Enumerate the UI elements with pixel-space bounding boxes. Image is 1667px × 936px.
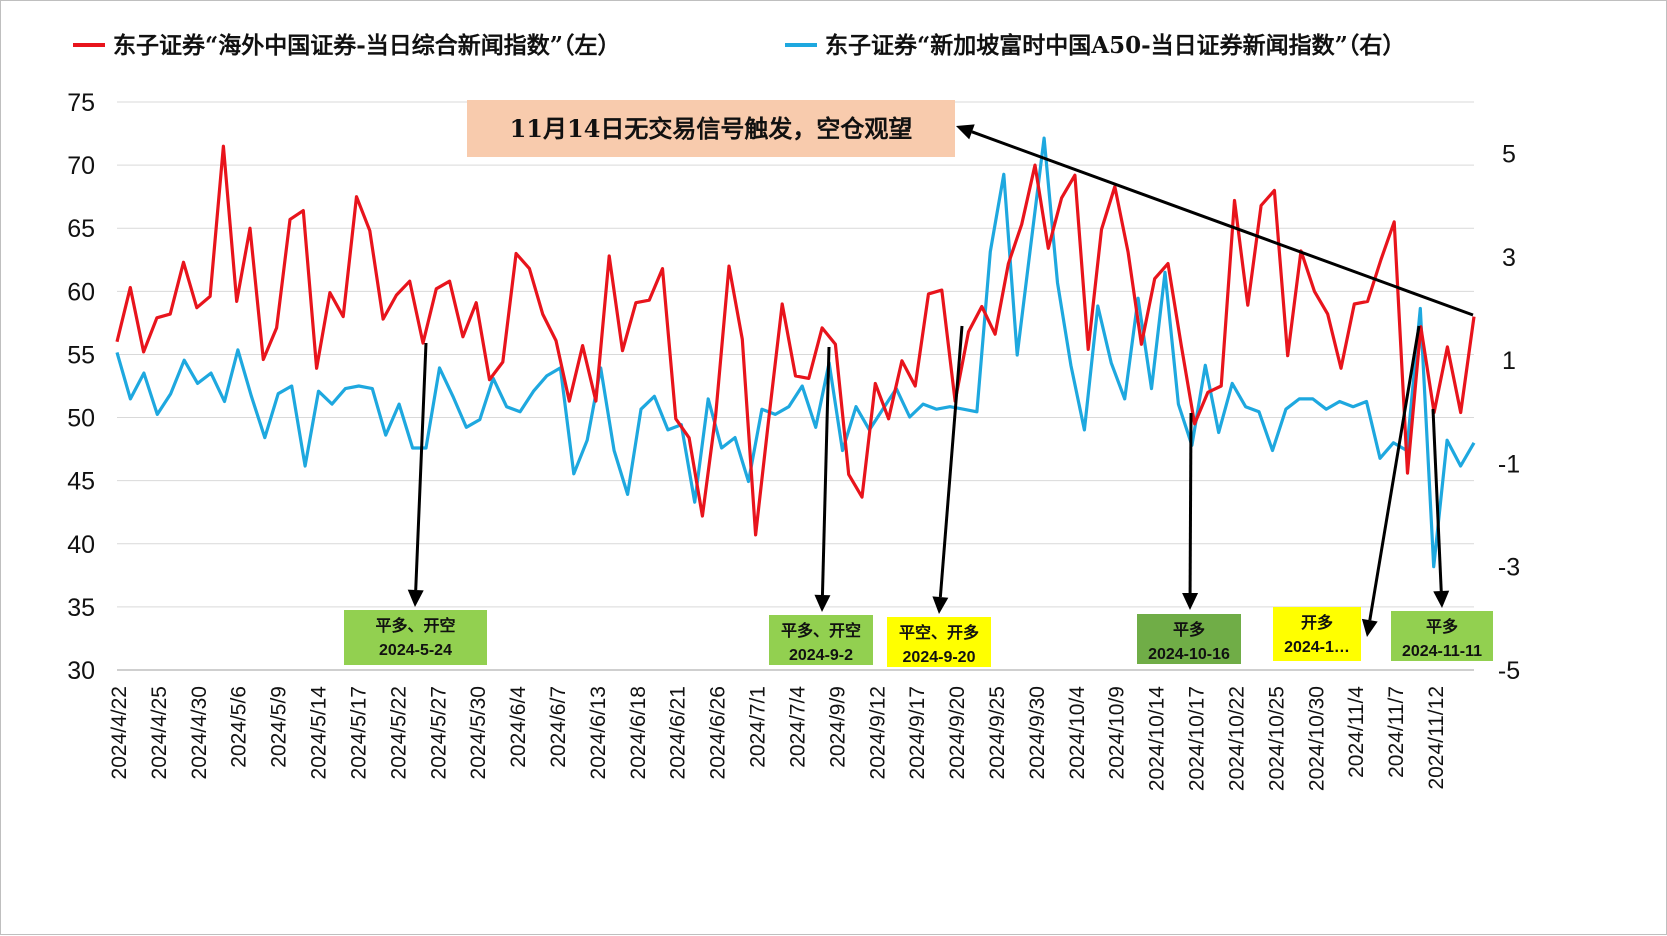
signal-action: 平多 <box>1173 620 1205 639</box>
left-tick-label: 35 <box>67 594 95 622</box>
signal-boxes: 平多、开空 2024-5-24 平多、开空 2024-9-2 平空、开多 2024-9-2… <box>344 607 1493 667</box>
x-tick-label: 2024/5/27 <box>427 686 450 779</box>
right-tick-label: -3 <box>1498 554 1520 582</box>
signal-arrow-head <box>932 596 949 614</box>
x-tick-label: 2024/10/14 <box>1146 686 1169 791</box>
x-tick-label: 2024/9/12 <box>866 686 889 779</box>
left-tick-label: 45 <box>67 468 95 496</box>
x-tick-label: 2024/5/14 <box>308 686 331 780</box>
x-tick-label: 2024/6/18 <box>627 686 650 779</box>
signal-date: 2024-9-20 <box>903 649 976 666</box>
x-tick-label: 2024/4/25 <box>148 686 171 779</box>
x-tick-label: 2024/5/17 <box>347 686 370 779</box>
signal-box <box>1391 611 1493 661</box>
legend-label-blue: 东子证券“新加坡富时中国A50-当日证券新闻指数”（右） <box>825 32 1405 59</box>
signal-date: 2024-1… <box>1284 639 1350 656</box>
x-tick-label: 2024/10/9 <box>1106 686 1129 779</box>
left-axis-ticks: 30 35 40 45 50 55 60 65 70 75 <box>67 89 95 685</box>
signal-arrow <box>414 342 428 591</box>
x-tick-label: 2024/10/25 <box>1265 686 1288 791</box>
main-annotation-text: 11月14日无交易信号触发，空仓观望 <box>510 114 913 143</box>
left-tick-label: 75 <box>67 89 95 117</box>
signal-date: 2024-11-11 <box>1402 643 1482 660</box>
right-tick-label: 5 <box>1502 141 1516 169</box>
right-tick-label: -5 <box>1498 657 1520 685</box>
main-arrow-head <box>956 124 975 140</box>
right-axis-ticks: 5 3 1 -1 -3 -5 <box>1498 141 1520 685</box>
x-tick-label: 2024/10/17 <box>1186 686 1209 791</box>
x-tick-label: 2024/9/17 <box>906 686 929 779</box>
signal-action: 平多、开空 <box>375 616 455 635</box>
x-tick-label: 2024/10/30 <box>1305 686 1328 791</box>
x-tick-label: 2024/6/13 <box>587 686 610 779</box>
x-tick-label: 2024/7/1 <box>747 686 770 768</box>
signal-box <box>1137 614 1241 664</box>
annotation-group: 11月14日无交易信号触发，空仓观望 <box>467 100 955 157</box>
right-tick-label: 1 <box>1502 347 1516 375</box>
x-tick-label: 2024/6/21 <box>667 686 690 779</box>
x-tick-label: 2024/10/4 <box>1066 686 1089 780</box>
signal-arrow-head <box>407 589 424 607</box>
x-tick-label: 2024/6/7 <box>547 686 570 768</box>
signal-arrow-head <box>1361 618 1378 637</box>
main-arrow <box>971 130 1474 317</box>
x-tick-label: 2024/5/22 <box>387 686 410 779</box>
legend-label-red: 东子证券“海外中国证券-当日综合新闻指数”（左） <box>113 32 621 59</box>
signal-date: 2024-10-16 <box>1148 646 1230 663</box>
signal-arrow-head <box>1182 592 1199 610</box>
arrows <box>407 124 1474 637</box>
x-tick-label: 2024/5/9 <box>268 686 291 768</box>
left-tick-label: 55 <box>67 341 95 369</box>
left-tick-label: 30 <box>67 657 95 685</box>
signal-arrow <box>1188 412 1193 594</box>
left-tick-label: 50 <box>67 405 95 433</box>
left-tick-label: 65 <box>67 215 95 243</box>
signal-date: 2024-9-2 <box>789 647 853 664</box>
right-tick-label: -1 <box>1498 450 1520 478</box>
signal-arrow <box>820 346 831 596</box>
signal-action: 平空、开多 <box>899 623 979 642</box>
left-tick-label: 40 <box>67 531 95 559</box>
x-tick-label: 2024/9/30 <box>1026 686 1049 779</box>
right-tick-label: 3 <box>1502 244 1516 272</box>
series-line-blue <box>115 136 1476 569</box>
main-annotation-box <box>467 100 955 157</box>
x-tick-label: 2024/9/25 <box>986 686 1009 779</box>
left-tick-label: 70 <box>67 152 95 180</box>
x-tick-label: 2024/11/7 <box>1385 686 1408 778</box>
x-tick-label: 2024/6/26 <box>707 686 730 779</box>
signal-box <box>344 610 487 665</box>
signal-action: 开多 <box>1301 613 1333 632</box>
x-axis-ticks: 2024/4/22 2024/4/25 2024/4/30 2024/5/6 2024/… <box>108 686 1448 791</box>
signal-box <box>769 615 873 665</box>
x-tick-label: 2024/9/20 <box>946 686 969 779</box>
x-tick-label: 2024/6/4 <box>507 686 530 768</box>
x-tick-label: 2024/4/30 <box>188 686 211 779</box>
x-tick-label: 2024/11/12 <box>1425 686 1448 790</box>
x-tick-label: 2024/5/6 <box>228 686 251 768</box>
series-group <box>115 136 1476 569</box>
signal-arrow <box>1431 408 1443 592</box>
signal-box <box>887 617 991 667</box>
signal-action: 平多、开空 <box>781 621 861 640</box>
signal-date: 2024-5-24 <box>379 642 452 659</box>
series-line-red <box>115 144 1476 537</box>
signal-arrow <box>938 325 964 598</box>
x-tick-label: 2024/4/22 <box>108 686 131 779</box>
signal-arrow-head <box>1433 590 1450 608</box>
x-tick-label: 2024/11/4 <box>1345 686 1368 778</box>
x-tick-label: 2024/7/4 <box>786 686 809 768</box>
x-tick-label: 2024/5/30 <box>467 686 490 779</box>
signal-arrow <box>1368 325 1421 621</box>
signal-arrow-head <box>814 594 831 612</box>
signal-box <box>1273 607 1361 661</box>
left-tick-label: 60 <box>67 278 95 306</box>
x-tick-label: 2024/10/22 <box>1225 686 1248 791</box>
gridlines <box>117 101 1474 671</box>
legend: 东子证券“海外中国证券-当日综合新闻指数”（左） 东子证券“新加坡富时中国A50… <box>73 32 1405 59</box>
signal-action: 平多 <box>1426 617 1458 636</box>
x-tick-label: 2024/9/9 <box>826 686 849 768</box>
